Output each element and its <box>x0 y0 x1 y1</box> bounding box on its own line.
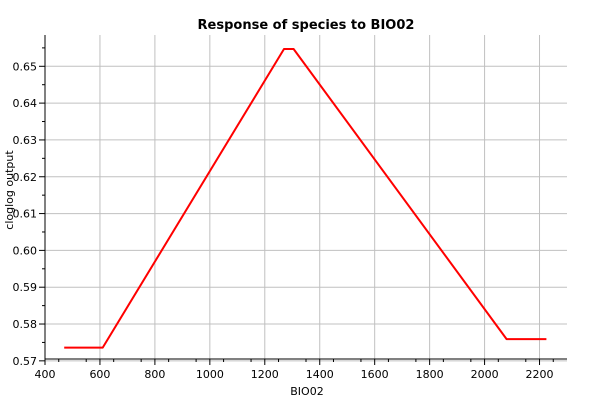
chart-title: Response of species to BIO02 <box>198 18 415 33</box>
x-axis-label: BIO02 <box>290 385 323 398</box>
x-tick-label: 1800 <box>416 368 444 381</box>
x-tick-label: 400 <box>35 368 56 381</box>
series-layer <box>64 48 547 349</box>
y-tick-label: 0.62 <box>13 171 38 184</box>
y-tick-label: 0.60 <box>13 244 38 257</box>
x-tick-label: 2000 <box>471 368 499 381</box>
x-tick-label: 800 <box>144 368 165 381</box>
x-tick-label: 1400 <box>306 368 334 381</box>
y-tick-label: 0.59 <box>13 281 38 294</box>
y-tick-label: 0.65 <box>13 60 38 73</box>
x-tick-label: 1200 <box>251 368 279 381</box>
tick-labels: 400 600 800 1000 1200 1400 1600 1800 2000 2200 0.5… <box>13 60 554 381</box>
y-axis-label: cloglog output <box>3 150 16 230</box>
x-tick-label: 2200 <box>526 368 554 381</box>
x-tick-label: 1600 <box>361 368 389 381</box>
x-tick-label: 1000 <box>196 368 224 381</box>
axes <box>39 35 567 365</box>
y-tick-label: 0.63 <box>13 134 38 147</box>
response-curve-line <box>64 48 547 349</box>
y-tick-label: 0.61 <box>13 208 38 221</box>
x-tick-label: 600 <box>89 368 110 381</box>
y-tick-label: 0.57 <box>13 355 38 368</box>
y-tick-label: 0.58 <box>13 318 38 331</box>
y-tick-label: 0.64 <box>13 97 38 110</box>
